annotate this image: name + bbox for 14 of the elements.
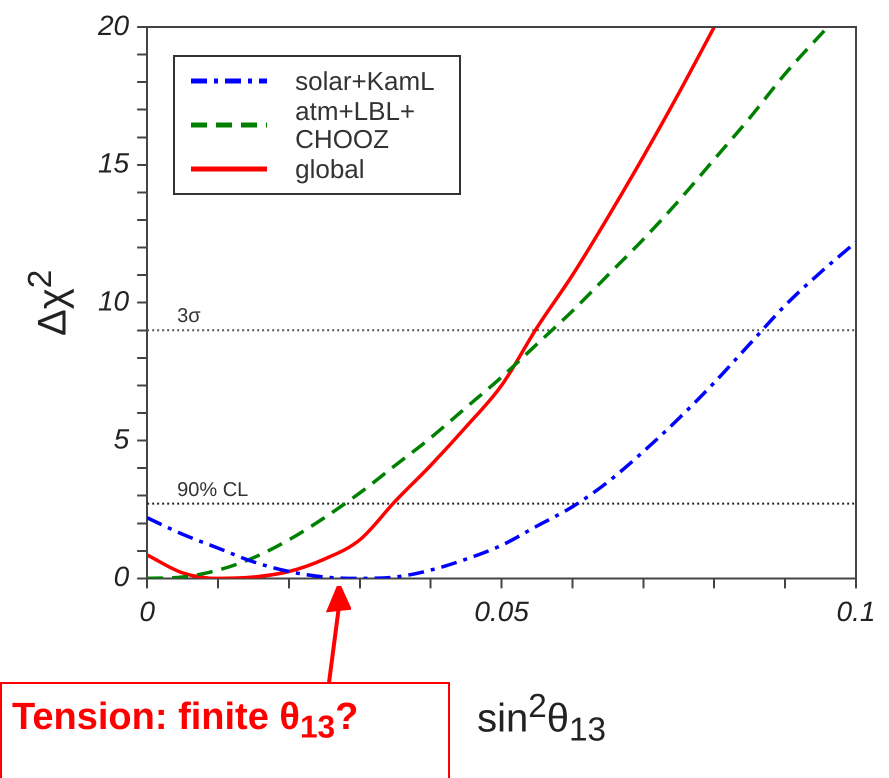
text: Tension: finite θ$_{13}$?: [0, 682, 450, 778]
y-tick-label: 0: [114, 561, 130, 592]
legend-label: solar+KamL: [295, 66, 436, 96]
ref-line-label: 3σ: [177, 305, 201, 328]
y-tick-label: 20: [96, 10, 130, 41]
x-tick-label: 0.1: [836, 596, 876, 627]
x-tick-label: 0.05: [474, 596, 530, 627]
y-tick-label: 15: [98, 148, 130, 179]
x-axis-title: sin$^{2}$θ$_{13}$: [477, 688, 606, 750]
x-tick-label: 0: [139, 596, 156, 627]
y-tick-label: 5: [114, 423, 130, 454]
y-tick-label: 10: [98, 285, 130, 316]
ref-line-label: 90% CL: [177, 478, 248, 502]
legend-label: global: [295, 154, 366, 184]
